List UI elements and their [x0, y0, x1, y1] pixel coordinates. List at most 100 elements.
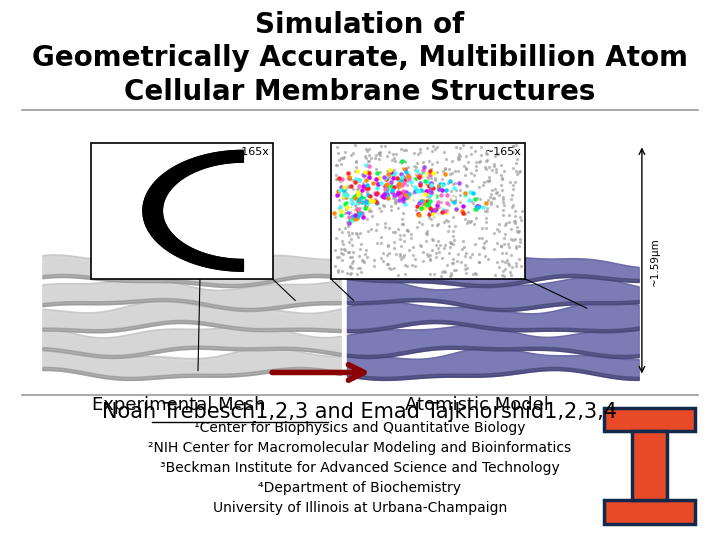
Point — [330, 175, 341, 184]
Point — [498, 233, 510, 242]
Point — [353, 205, 364, 214]
Point — [439, 240, 451, 249]
Point — [462, 158, 474, 166]
Point — [507, 142, 518, 151]
Point — [440, 186, 451, 195]
Point — [399, 157, 410, 166]
Point — [346, 208, 357, 217]
Point — [396, 190, 408, 199]
Point — [471, 202, 482, 211]
Text: ²NIH Center for Macromolecular Modeling and Bioinformatics: ²NIH Center for Macromolecular Modeling … — [148, 441, 572, 455]
Point — [446, 193, 457, 202]
Point — [364, 205, 375, 213]
Point — [421, 187, 433, 195]
Point — [440, 268, 451, 276]
Point — [400, 191, 411, 199]
Point — [438, 207, 450, 215]
Point — [376, 185, 387, 194]
Point — [481, 177, 492, 186]
Point — [485, 190, 496, 198]
Point — [330, 160, 342, 169]
Point — [448, 198, 459, 206]
Point — [454, 144, 465, 152]
Point — [419, 183, 431, 192]
Point — [347, 149, 359, 158]
Point — [351, 206, 362, 214]
Point — [396, 144, 408, 153]
Point — [411, 167, 423, 176]
Point — [485, 197, 497, 206]
Point — [425, 174, 436, 183]
Text: Atomistic Model: Atomistic Model — [405, 396, 549, 414]
Point — [451, 266, 462, 274]
Point — [381, 152, 392, 160]
Point — [431, 158, 443, 166]
Point — [408, 177, 419, 185]
Point — [433, 182, 445, 191]
Point — [333, 190, 345, 199]
Point — [470, 269, 482, 278]
Point — [355, 268, 366, 276]
Point — [348, 208, 360, 217]
Point — [428, 269, 440, 278]
Point — [395, 249, 406, 258]
Point — [393, 191, 405, 199]
Point — [329, 213, 341, 221]
Point — [458, 242, 469, 251]
Point — [358, 212, 369, 220]
Point — [378, 172, 390, 181]
Point — [398, 237, 410, 245]
Point — [395, 252, 406, 260]
Point — [505, 271, 516, 280]
Point — [509, 217, 521, 226]
Point — [339, 200, 351, 208]
Point — [441, 199, 453, 207]
Point — [343, 201, 355, 210]
Point — [491, 225, 503, 233]
Point — [488, 160, 500, 168]
Point — [447, 259, 459, 268]
Point — [353, 264, 364, 272]
Point — [486, 186, 498, 194]
Point — [395, 192, 406, 201]
Point — [407, 251, 418, 260]
Point — [431, 210, 442, 219]
Point — [414, 218, 426, 226]
Point — [399, 175, 410, 184]
Point — [515, 167, 526, 176]
Point — [467, 199, 479, 207]
Point — [496, 256, 508, 265]
Point — [461, 218, 472, 227]
Point — [463, 208, 474, 217]
Point — [415, 240, 426, 249]
Point — [393, 181, 405, 190]
Point — [427, 236, 438, 245]
Point — [362, 157, 374, 166]
Point — [460, 248, 472, 257]
Point — [433, 185, 445, 194]
Point — [461, 163, 472, 172]
Point — [415, 204, 427, 213]
Point — [389, 172, 400, 180]
Point — [387, 194, 398, 202]
Bar — [91, 143, 272, 279]
Point — [461, 152, 472, 160]
Bar — [604, 408, 696, 431]
Text: Noah Trebesch1,2,3 and Emad Tajkhorshid1,2,3,4: Noah Trebesch1,2,3 and Emad Tajkhorshid1… — [102, 402, 618, 422]
Point — [487, 194, 499, 202]
Point — [343, 183, 354, 191]
Point — [361, 197, 372, 205]
Point — [341, 210, 353, 218]
Point — [409, 195, 420, 204]
Point — [386, 187, 397, 196]
Point — [412, 170, 423, 178]
Point — [382, 190, 393, 198]
Point — [459, 215, 471, 224]
Point — [356, 170, 367, 178]
Point — [421, 192, 433, 200]
Point — [459, 161, 470, 170]
Point — [380, 186, 392, 195]
Point — [419, 171, 431, 179]
Point — [436, 198, 447, 206]
Point — [386, 202, 397, 211]
